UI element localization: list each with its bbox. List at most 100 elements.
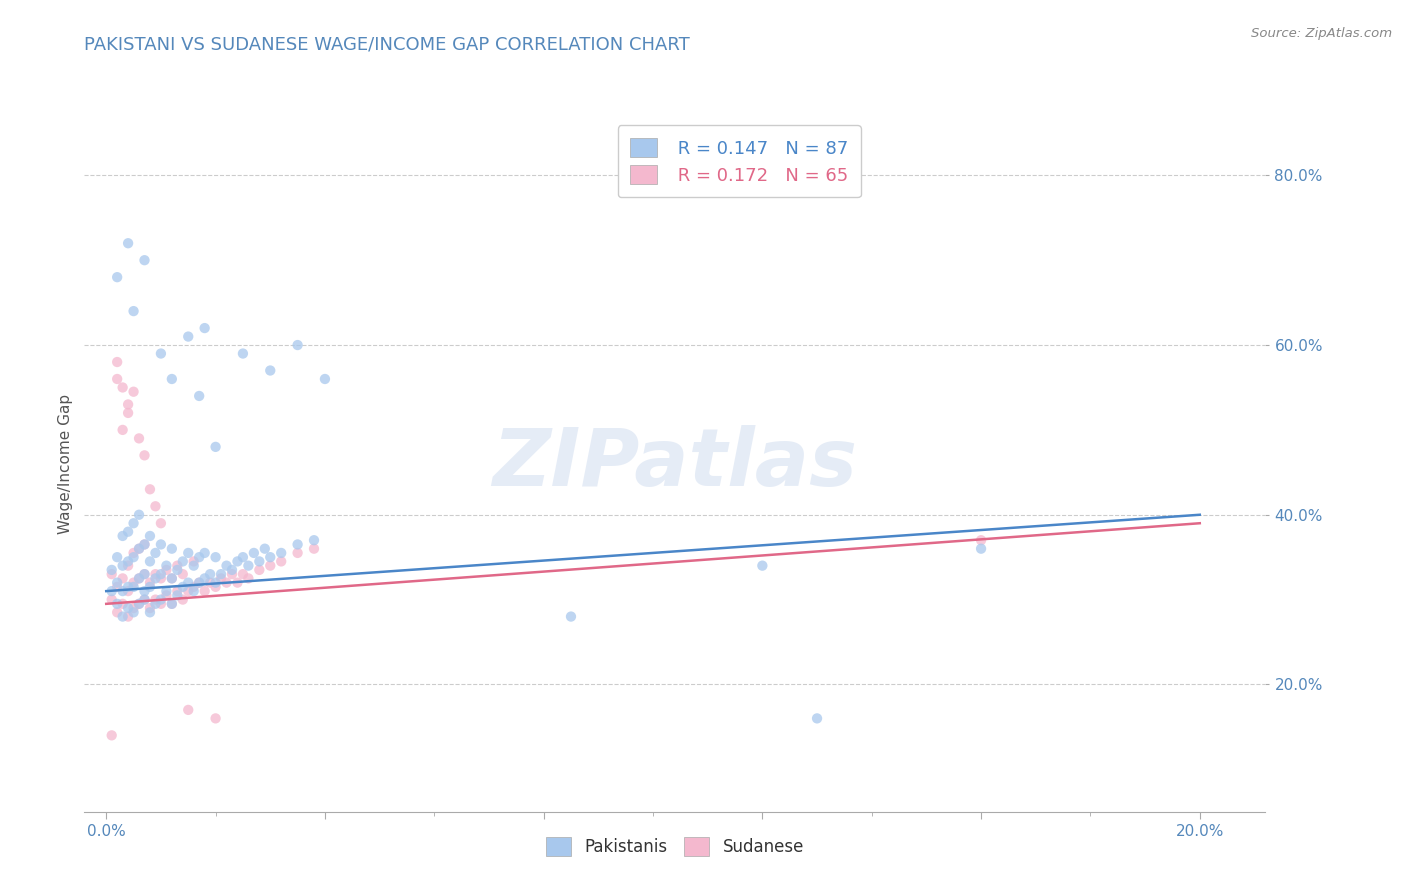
Point [105,605,128,619]
Point [226,554,249,568]
Point [160,372,183,386]
Point [122,575,145,590]
Point [139,554,162,568]
Point [155,588,177,602]
Point [259,558,281,573]
Point [194,571,217,585]
Point [145,592,167,607]
Point [177,584,200,599]
Point [105,550,128,565]
Point [134,253,156,268]
Point [145,546,167,560]
Point [117,580,139,594]
Point [243,546,266,560]
Point [111,609,134,624]
Point [100,728,122,742]
Point [198,575,221,590]
Point [139,580,162,594]
Point [145,567,167,582]
Point [128,571,150,585]
Point [134,567,156,582]
Point [806,711,828,725]
Point [166,584,188,599]
Point [134,567,156,582]
Point [149,597,172,611]
Point [970,533,993,548]
Point [204,580,226,594]
Point [111,423,134,437]
Point [232,346,254,360]
Point [149,571,172,585]
Point [270,554,292,568]
Point [302,533,325,548]
Point [139,575,162,590]
Text: Source: ZipAtlas.com: Source: ZipAtlas.com [1251,27,1392,40]
Point [160,571,183,585]
Point [177,575,200,590]
Point [100,592,122,607]
Point [122,550,145,565]
Point [111,558,134,573]
Point [287,537,309,551]
Point [226,575,249,590]
Point [204,550,226,565]
Point [134,584,156,599]
Point [177,546,200,560]
Point [122,304,145,318]
Point [145,571,167,585]
Point [122,384,145,399]
Point [149,592,172,607]
Point [188,575,211,590]
Point [134,537,156,551]
Point [204,711,226,725]
Point [117,609,139,624]
Point [149,346,172,360]
Point [253,541,276,556]
Point [117,584,139,599]
Point [105,575,128,590]
Point [105,270,128,285]
Point [204,575,226,590]
Point [172,592,194,607]
Point [128,597,150,611]
Point [149,567,172,582]
Point [117,554,139,568]
Point [111,529,134,543]
Point [111,380,134,394]
Point [105,372,128,386]
Text: ZIPatlas: ZIPatlas [492,425,858,503]
Point [221,567,243,582]
Point [232,567,254,582]
Point [149,537,172,551]
Point [172,567,194,582]
Point [287,546,309,560]
Point [117,236,139,251]
Point [188,575,211,590]
Point [155,563,177,577]
Point [194,546,217,560]
Point [128,597,150,611]
Point [172,554,194,568]
Point [232,550,254,565]
Y-axis label: Wage/Income Gap: Wage/Income Gap [58,393,73,534]
Point [194,321,217,335]
Point [111,584,134,599]
Point [302,541,325,556]
Point [166,558,188,573]
Point [194,584,217,599]
Point [134,592,156,607]
Point [117,524,139,539]
Point [139,605,162,619]
Point [128,431,150,445]
Legend: Pakistanis, Sudanese: Pakistanis, Sudanese [536,828,814,866]
Point [117,601,139,615]
Point [160,541,183,556]
Point [160,597,183,611]
Point [215,575,238,590]
Point [139,601,162,615]
Point [122,605,145,619]
Point [128,571,150,585]
Point [314,372,336,386]
Point [751,558,773,573]
Point [183,554,205,568]
